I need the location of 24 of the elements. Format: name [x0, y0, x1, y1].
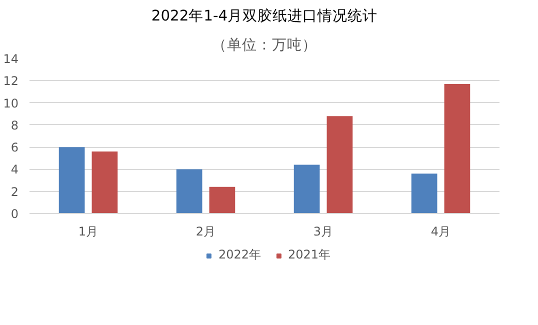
x-tick-label: 3月 — [313, 224, 334, 238]
x-tick-label: 4月 — [430, 224, 451, 238]
legend-label: 2022年 — [218, 246, 261, 264]
y-tick-label: 0 — [10, 207, 19, 221]
bar — [209, 186, 236, 214]
y-tick-label: 14 — [3, 52, 19, 66]
bar — [411, 174, 438, 214]
bar — [58, 147, 85, 214]
bar — [176, 169, 202, 214]
bar — [326, 116, 353, 214]
y-tick-label: 8 — [10, 118, 19, 132]
y-tick-label: 12 — [3, 74, 19, 88]
y-tick-label: 6 — [10, 140, 19, 155]
chart-subtitle: （单位：万吨） — [212, 36, 317, 54]
y-tick-label: 2 — [10, 184, 19, 199]
x-tick-label: 1月 — [78, 224, 98, 238]
bar — [294, 164, 320, 214]
bar — [92, 152, 118, 214]
bar — [444, 84, 470, 214]
x-tick-label: 2月 — [196, 224, 216, 238]
y-tick-label: 10 — [3, 96, 19, 110]
legend-label: 2021年 — [288, 246, 331, 264]
y-tick-label: 4 — [10, 162, 19, 177]
chart-title: 2022年1-4月双胶纸进口情况统计 — [151, 8, 378, 24]
